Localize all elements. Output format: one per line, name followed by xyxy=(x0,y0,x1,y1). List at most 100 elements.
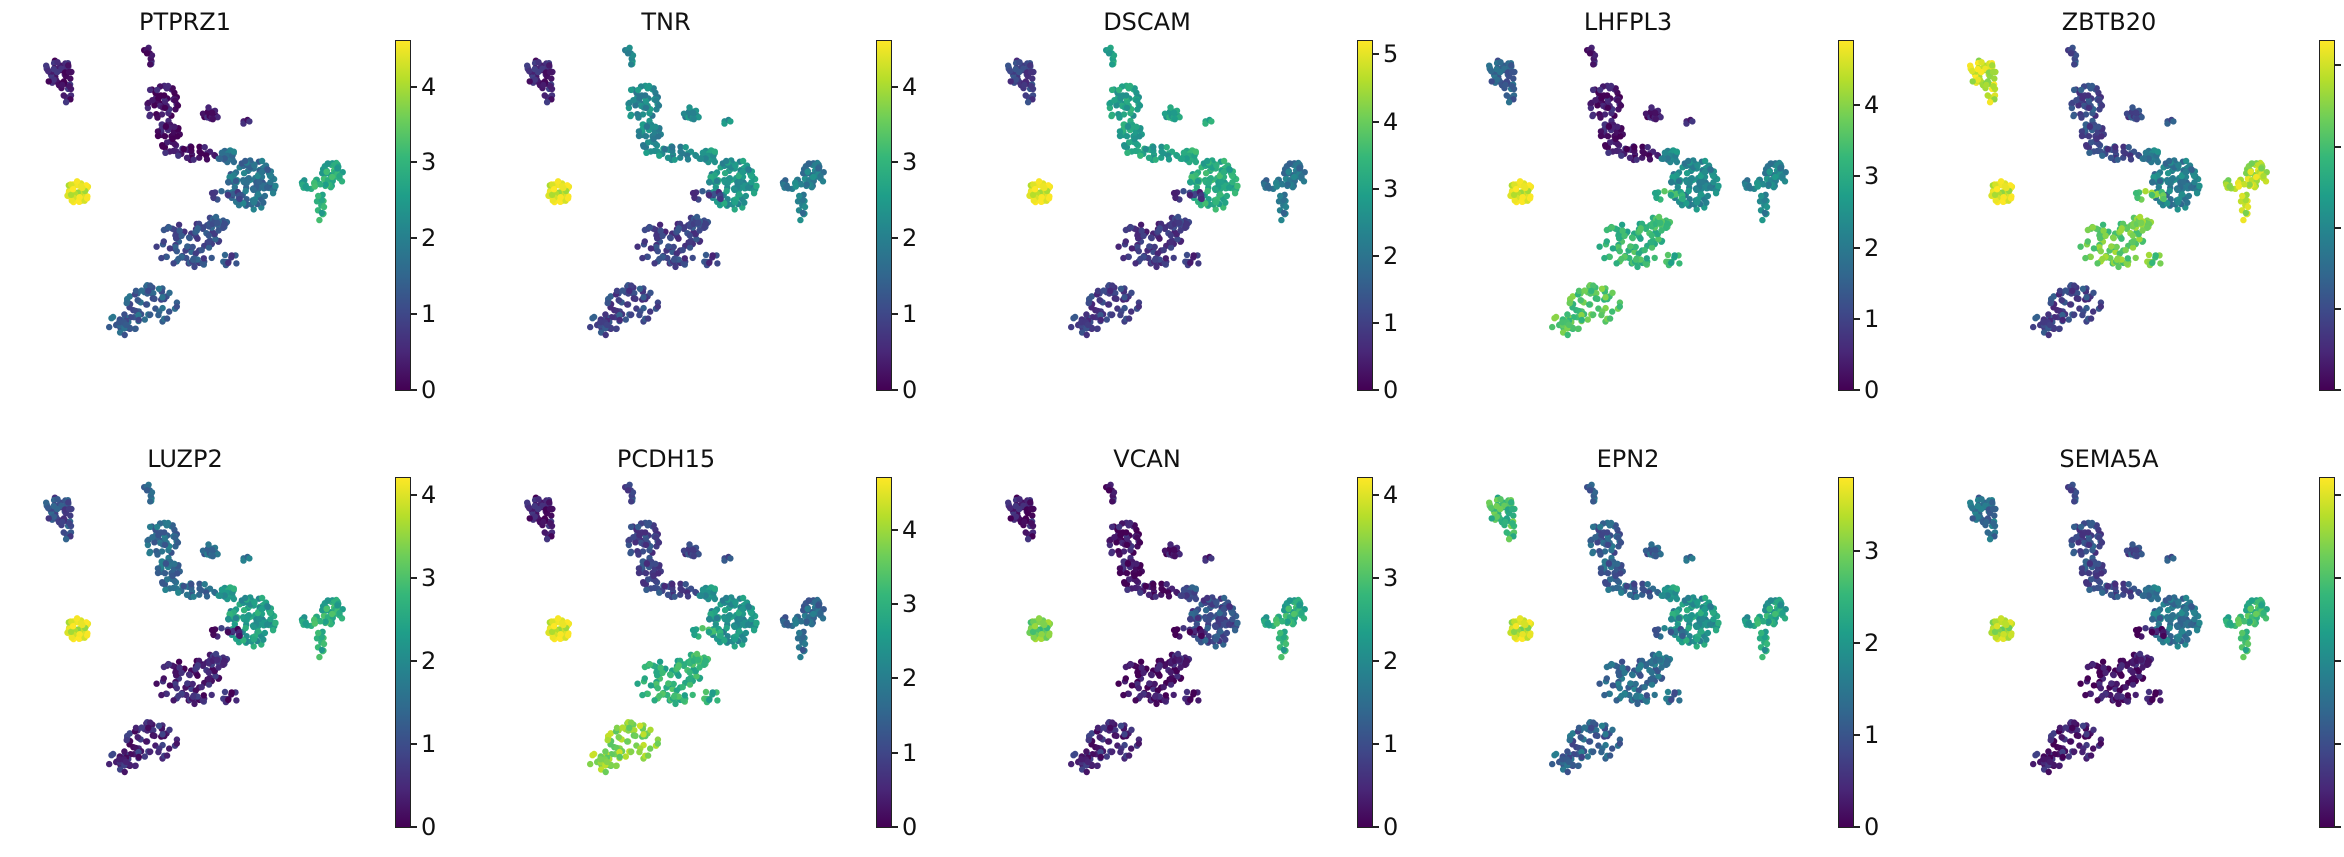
cell-point xyxy=(204,593,210,599)
cell-point xyxy=(161,675,167,681)
cell-point xyxy=(1168,232,1174,238)
cell-point xyxy=(146,113,152,119)
cell-point xyxy=(2112,144,2118,150)
cell-point xyxy=(233,260,239,266)
cell-point xyxy=(753,183,759,189)
cell-point xyxy=(209,190,215,196)
cell-point xyxy=(1226,185,1232,191)
cell-point xyxy=(1016,59,1022,65)
cell-point xyxy=(206,244,212,250)
cell-point xyxy=(316,217,322,223)
cell-point xyxy=(544,536,550,542)
umap-scatter xyxy=(20,471,360,841)
cell-point xyxy=(167,682,173,688)
colorbar-tick: 2 xyxy=(1373,244,1398,268)
cell-point xyxy=(184,243,190,249)
cell-point xyxy=(163,124,169,130)
cell-point xyxy=(2079,133,2085,139)
cell-point xyxy=(78,620,84,626)
cell-point xyxy=(645,752,651,758)
cell-point xyxy=(1684,170,1690,176)
cell-point xyxy=(1672,252,1678,258)
cell-point xyxy=(671,694,677,700)
cell-point xyxy=(1104,316,1110,322)
cell-point xyxy=(1605,133,1611,139)
cell-point xyxy=(225,179,231,185)
cell-point xyxy=(2170,175,2176,181)
colorbar-tick: 2 xyxy=(411,226,436,250)
cell-point xyxy=(1613,260,1619,266)
cell-point xyxy=(647,308,653,314)
cell-point xyxy=(188,581,194,587)
cell-point xyxy=(687,232,693,238)
cell-point xyxy=(2142,188,2148,194)
cell-point xyxy=(1179,156,1185,162)
cell-point xyxy=(2175,199,2181,205)
cell-point xyxy=(2155,149,2161,155)
cell-point xyxy=(1618,153,1624,159)
cell-point xyxy=(614,288,620,294)
cell-point xyxy=(170,148,176,154)
cell-point xyxy=(696,664,702,670)
cell-point xyxy=(722,170,728,176)
cell-point xyxy=(147,311,153,317)
cell-point xyxy=(143,301,149,307)
cell-point xyxy=(231,159,237,165)
cell-point xyxy=(1609,290,1615,296)
cell-point xyxy=(1509,69,1515,75)
cell-point xyxy=(2045,311,2051,317)
colorbar-tick-label: 4 xyxy=(421,483,436,507)
cell-point xyxy=(1969,68,1975,74)
cell-point xyxy=(319,210,325,216)
cell-point xyxy=(2157,178,2163,184)
cell-point xyxy=(1713,190,1719,196)
cell-point xyxy=(2243,210,2249,216)
cell-point xyxy=(2129,104,2135,110)
cell-point xyxy=(647,224,653,230)
cell-point xyxy=(190,694,196,700)
cell-point xyxy=(166,308,172,314)
cell-point xyxy=(1281,210,1287,216)
cell-point xyxy=(1213,162,1219,168)
cell-point xyxy=(325,160,331,166)
cell-point xyxy=(1146,155,1152,161)
cell-point xyxy=(1115,244,1121,250)
cell-point xyxy=(810,611,816,617)
cell-point xyxy=(2030,324,2036,330)
cell-point xyxy=(546,499,552,505)
colorbar xyxy=(2319,40,2335,391)
cell-point xyxy=(557,631,563,637)
cell-point xyxy=(652,124,658,130)
cell-point xyxy=(1291,174,1297,180)
cell-point xyxy=(2002,183,2008,189)
cell-point xyxy=(176,222,182,228)
cell-point xyxy=(535,69,541,75)
cell-point xyxy=(694,214,700,220)
cell-point xyxy=(655,740,661,746)
cell-point xyxy=(135,297,141,303)
cell-point xyxy=(624,738,630,744)
cell-point xyxy=(687,244,693,250)
cell-point xyxy=(557,194,563,200)
cell-point xyxy=(698,593,704,599)
cell-point xyxy=(2062,287,2068,293)
cell-point xyxy=(1205,188,1211,194)
cell-point xyxy=(123,759,129,765)
colorbar xyxy=(876,477,892,828)
cell-point xyxy=(1040,183,1046,189)
cell-point xyxy=(1489,78,1495,84)
cell-point xyxy=(1699,179,1705,185)
cell-point xyxy=(1137,256,1143,262)
umap-scatter xyxy=(501,34,841,404)
cell-point xyxy=(1689,118,1695,124)
cell-point xyxy=(1648,104,1654,110)
cell-point xyxy=(122,332,128,338)
cell-point xyxy=(2236,183,2242,189)
cell-point xyxy=(1128,224,1134,230)
cell-point xyxy=(155,312,161,318)
cell-point xyxy=(2088,254,2094,260)
cell-point xyxy=(2123,247,2129,253)
cell-point xyxy=(1021,82,1027,88)
cell-point xyxy=(2089,83,2095,89)
